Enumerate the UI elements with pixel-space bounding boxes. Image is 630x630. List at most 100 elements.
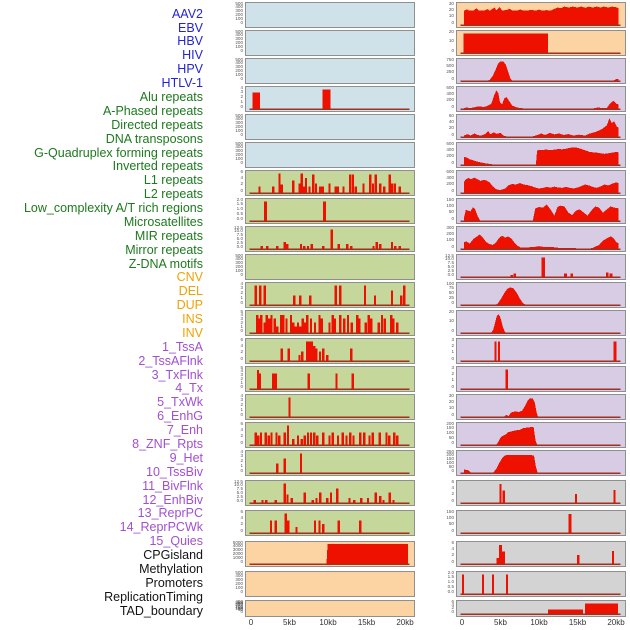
y-tick-label: 20 bbox=[448, 125, 454, 131]
y-tick-label: 250 bbox=[446, 448, 454, 454]
y-tick-label: 7.5 bbox=[447, 260, 454, 266]
y-tick-label: 0.0 bbox=[236, 243, 243, 249]
y-tick-label: 0 bbox=[240, 439, 243, 445]
y-tick-label: 0.0 bbox=[447, 588, 454, 594]
track-label-methylation: Methylation bbox=[139, 561, 203, 576]
track-label-12-enhbiv: 12_EnhBiv bbox=[142, 492, 203, 507]
y-tick-label: 0.0 bbox=[236, 497, 243, 503]
y-tick-label: 400 bbox=[235, 144, 243, 150]
y-tick-label: 2.5 bbox=[447, 267, 454, 273]
x-axis-tick-label: 20kb bbox=[396, 618, 414, 627]
track-panel-5-txwk bbox=[456, 170, 626, 196]
y-tick-label: 300 bbox=[235, 260, 243, 266]
y-tick-label: 0 bbox=[451, 299, 454, 305]
track-label-15-quies: 15_Quies bbox=[149, 534, 203, 549]
y-tick-label: 10 bbox=[448, 38, 454, 43]
y-tick-label: 100 bbox=[235, 584, 243, 590]
x-axis-tick-label: 10kb bbox=[530, 618, 548, 627]
y-tick-label: 0 bbox=[451, 19, 454, 25]
track-panel-g-quadruplex-forming-repeats bbox=[245, 282, 415, 308]
y-tick-label: 12.5 bbox=[445, 252, 454, 258]
track-label-microsatellites: Microsatellites bbox=[123, 214, 203, 229]
y-tick-label: 4 bbox=[240, 426, 243, 432]
y-tick-label: 12.5 bbox=[234, 478, 243, 484]
y-tick-label: 3 bbox=[240, 316, 243, 322]
y-tick-label: 300 bbox=[446, 224, 454, 230]
y-tick-label: 0.0 bbox=[236, 215, 243, 221]
x-axis-tick-label: 15kb bbox=[568, 618, 587, 627]
y-tick-label: 4 bbox=[240, 280, 243, 286]
y-tick-label: 0 bbox=[240, 355, 243, 361]
y-tick-label: 0 bbox=[240, 19, 243, 25]
track-label-14-reprpcwk: 14_ReprPCWk bbox=[119, 520, 203, 535]
y-tick-label: 500 bbox=[235, 28, 243, 34]
y-tick-label: 2 bbox=[240, 349, 243, 355]
y-tick-label: 5.0 bbox=[447, 263, 454, 269]
y-tick-label: 2 bbox=[451, 342, 454, 348]
y-tick-label: 0.5 bbox=[236, 210, 243, 216]
y-tick-label: 0 bbox=[451, 243, 454, 249]
track-panel-13-reprpc bbox=[456, 394, 626, 420]
y-tick-label: 1 bbox=[451, 349, 454, 355]
y-tick-label: 0 bbox=[240, 159, 243, 165]
y-tick-label: 0 bbox=[240, 103, 243, 109]
y-tick-label: 200 bbox=[235, 39, 243, 45]
y-tick-label: 4 bbox=[240, 84, 243, 90]
y-tick-label: 30 bbox=[448, 392, 454, 398]
track-panel-a-phased-repeats bbox=[245, 198, 415, 224]
track-label-z-dna-motifs: Z-DNA motifs bbox=[128, 256, 203, 271]
track-panel-dna-transposons bbox=[245, 254, 415, 280]
track-label-promoters: Promoters bbox=[145, 575, 203, 590]
y-tick-label: 1.5 bbox=[447, 574, 454, 580]
y-tick-label: 1 bbox=[451, 377, 454, 383]
y-tick-label: 200 bbox=[235, 603, 243, 609]
y-tick-label: 150 bbox=[446, 196, 454, 202]
y-tick-label: 0 bbox=[240, 608, 243, 614]
track-panel-cnv bbox=[245, 541, 415, 567]
y-tick-label: 0 bbox=[451, 103, 454, 109]
y-tick-label: 1000 bbox=[232, 554, 243, 560]
y-tick-label: 0 bbox=[240, 47, 243, 53]
y-tick-label: 100 bbox=[235, 71, 243, 77]
y-tick-label: 5.0 bbox=[236, 489, 243, 495]
track-panel-l1-repeats bbox=[245, 338, 415, 364]
y-tick-label: 1 bbox=[240, 323, 243, 329]
y-tick-label: 10 bbox=[448, 13, 454, 19]
y-tick-label: 500 bbox=[235, 112, 243, 118]
y-tick-label: 1 bbox=[240, 462, 243, 468]
y-tick-label: 5000 bbox=[232, 539, 243, 545]
y-tick-label: 10 bbox=[448, 318, 454, 323]
y-tick-label: 2 bbox=[240, 433, 243, 439]
track-panel-9-het bbox=[456, 282, 626, 308]
y-tick-label: 2.0 bbox=[236, 196, 243, 202]
y-tick-label: 3 bbox=[240, 453, 243, 459]
y-tick-label: 60 bbox=[448, 112, 454, 118]
y-tick-label: 1.5 bbox=[236, 201, 243, 207]
track-label-l2-repeats: L2 repeats bbox=[143, 187, 203, 202]
track-panel-replicationtiming bbox=[456, 571, 626, 597]
y-tick-label: 500 bbox=[235, 0, 243, 6]
track-label-aav2: AAV2 bbox=[171, 6, 203, 21]
y-tick-label: 12.5 bbox=[234, 224, 243, 230]
y-tick-label: 150 bbox=[446, 456, 454, 462]
track-panel-11-bivflnk bbox=[456, 338, 626, 364]
y-tick-label: 400 bbox=[446, 90, 454, 96]
track-label-3-txflnk: 3_TxFlnk bbox=[151, 367, 203, 382]
y-tick-label: 1.0 bbox=[447, 579, 454, 584]
y-tick-label: 400 bbox=[446, 146, 454, 152]
y-tick-label: 200 bbox=[235, 151, 243, 157]
y-tick-label: 4 bbox=[240, 312, 243, 318]
y-tick-label: 0 bbox=[451, 467, 454, 473]
y-tick-label: 2 bbox=[451, 491, 454, 497]
track-panel-directed-repeats bbox=[245, 226, 415, 252]
track-label-1-tssa: 1_TssA bbox=[162, 339, 203, 354]
track-panel-10-tssbiv bbox=[456, 310, 626, 336]
track-label-7-enh: 7_Enh bbox=[166, 423, 203, 438]
track-label-2-tssaflnk: 2_TssAFlnk bbox=[138, 353, 203, 368]
y-tick-label: 30 bbox=[448, 0, 454, 6]
y-tick-label: 500 bbox=[235, 252, 243, 258]
track-label-hpv: HPV bbox=[177, 62, 203, 77]
y-tick-label: 200 bbox=[446, 452, 454, 458]
track-panel-ins bbox=[456, 2, 626, 28]
track-panel-htlv-1 bbox=[245, 142, 415, 168]
